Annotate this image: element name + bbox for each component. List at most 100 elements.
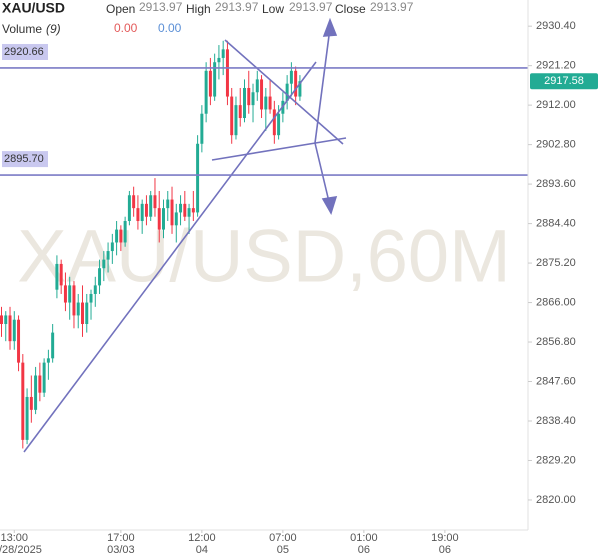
y-tick-label: 2838.40	[536, 415, 576, 427]
horizontal-line-label-box	[2, 151, 48, 168]
x-tick-label: 01:00	[350, 532, 378, 544]
candle-body	[294, 70, 298, 97]
field-value: 2913.97	[215, 0, 259, 14]
candle-body	[102, 259, 106, 269]
candle-body	[21, 362, 25, 440]
symbol: XAU/USD	[2, 0, 65, 16]
candle-body	[149, 195, 153, 217]
candle-body	[106, 251, 110, 260]
plot	[0, 40, 302, 449]
candle-body	[98, 268, 102, 286]
candle-body	[268, 96, 272, 110]
field-value: 2913.97	[139, 0, 183, 14]
x-tick-label: 17:00	[107, 532, 135, 544]
y-tick-label: 2866.00	[536, 296, 576, 308]
arrow	[314, 27, 331, 144]
candle-body	[260, 79, 264, 110]
y-tick-label: 2829.20	[536, 454, 576, 466]
field-label: Close	[335, 2, 366, 16]
candle-body	[85, 302, 89, 325]
background-layer: XAU/USD,60M	[17, 215, 510, 298]
y-tick-label: 2884.40	[536, 217, 576, 229]
x-tick-sublabel: 02/28/2025	[0, 544, 42, 556]
candle-body	[38, 375, 42, 393]
volume-period: (9)	[46, 22, 61, 36]
volume-label: Volume	[2, 22, 42, 36]
y-tick-label: 2893.60	[536, 178, 576, 190]
candle-body	[264, 96, 268, 110]
y-tick-label: 2921.20	[536, 60, 576, 72]
candle-body	[72, 285, 76, 316]
field-label: Open	[106, 2, 135, 16]
horizontal-line-label-box	[2, 43, 48, 60]
candle-body	[144, 203, 148, 217]
candle-body	[247, 87, 251, 106]
candle-body	[243, 87, 246, 119]
candle-body	[298, 81, 302, 97]
candle-body	[200, 113, 204, 144]
field-label: High	[186, 2, 211, 16]
candle-body	[55, 263, 59, 290]
candle-body	[8, 315, 12, 342]
candle-body	[204, 70, 208, 114]
candle-body	[277, 113, 281, 136]
axes: 2930.40 2921.20 2912.00 2902.80 2893.60 2884.…	[0, 20, 598, 556]
triangle-line	[211, 137, 347, 161]
candle-body	[25, 396, 29, 440]
arrow-head	[322, 17, 338, 37]
candle-body	[179, 203, 183, 213]
candle-body	[208, 70, 212, 97]
last-price-box	[530, 73, 598, 90]
last-price-label: 2917.58	[544, 75, 584, 87]
x-tick-label: 07:00	[269, 532, 297, 544]
candle-body	[153, 195, 157, 209]
candle-body	[132, 195, 136, 209]
candle-body	[4, 315, 8, 325]
candle-body	[238, 105, 242, 119]
candle-body	[183, 203, 187, 217]
candle-body	[196, 143, 200, 213]
volume-value: 0.00	[114, 21, 138, 35]
candle-body	[34, 375, 38, 410]
field-value: 2913.97	[370, 0, 414, 14]
candle-body	[191, 208, 195, 213]
y-tick-label: 2930.40	[536, 20, 576, 32]
x-tick-sublabel: 03/03	[107, 544, 135, 556]
y-tick-label: 2875.20	[536, 257, 576, 269]
candle-body	[217, 57, 221, 63]
candle-body	[51, 332, 55, 359]
candle-body	[230, 96, 234, 136]
field-value: 2913.97	[289, 0, 333, 14]
candle-body	[174, 212, 178, 226]
candle-body	[81, 302, 84, 325]
candle-body	[59, 263, 63, 286]
candle-body	[89, 293, 93, 303]
candle-body	[225, 49, 229, 97]
arrow-head	[321, 196, 338, 215]
y-tick-label: 2902.80	[536, 139, 576, 151]
drawings: 2920.66 2895.70	[0, 17, 528, 453]
x-tick-label: 19:00	[431, 532, 459, 544]
trend-drawings	[23, 17, 347, 453]
triangle-line	[224, 39, 344, 145]
trend-line	[23, 61, 317, 453]
y-tick-label: 2856.80	[536, 336, 576, 348]
watermark: XAU/USD,60M	[17, 215, 510, 298]
candle-body	[221, 49, 225, 58]
candle-body	[42, 362, 46, 393]
candle-body	[170, 199, 174, 226]
candle-body	[110, 242, 114, 252]
x-tick-label: 12:00	[188, 532, 216, 544]
candle-body	[17, 319, 21, 363]
candle-body	[162, 208, 165, 230]
candle-body	[29, 396, 33, 410]
volume-value: 0.00	[158, 21, 182, 35]
candle-body	[187, 208, 191, 217]
candle-body	[157, 208, 161, 230]
candle-body	[12, 319, 16, 342]
horizontal-line-label: 2895.70	[4, 153, 44, 165]
horizontal-line-label: 2920.66	[4, 46, 44, 58]
candle-body	[251, 92, 255, 106]
candle-body	[46, 358, 50, 363]
candle-body	[63, 285, 67, 303]
